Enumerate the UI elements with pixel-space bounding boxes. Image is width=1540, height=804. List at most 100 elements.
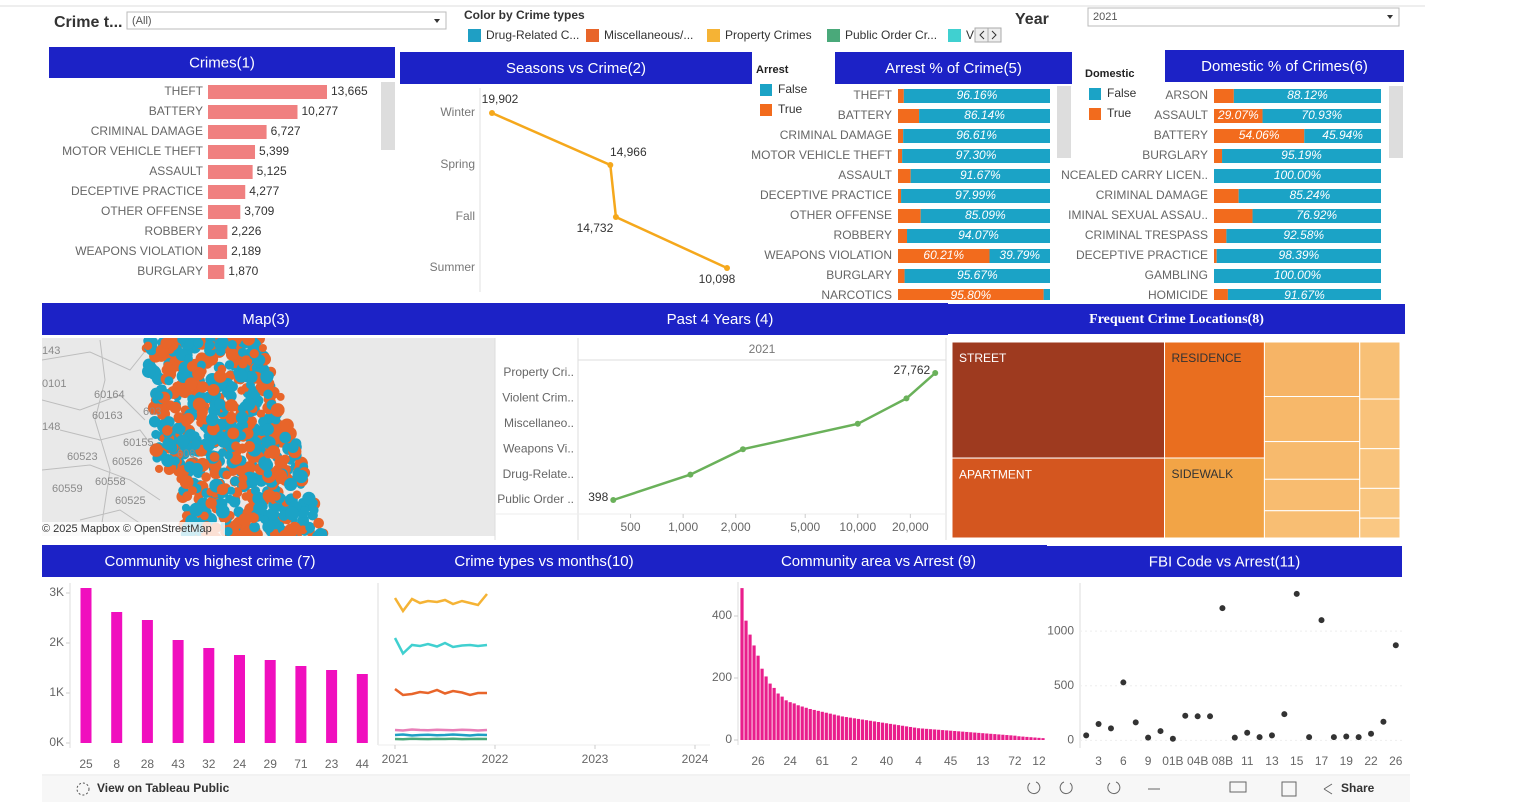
bar	[832, 714, 836, 740]
category-label: BATTERY	[1154, 128, 1208, 142]
x-tick-label: 01B	[1162, 754, 1183, 768]
legend-label: Miscellaneous/...	[604, 28, 693, 42]
x-tick-label: 45	[944, 754, 958, 768]
year-dropdown[interactable]	[1087, 7, 1400, 27]
title-bar	[42, 545, 378, 577]
toolbar-icons[interactable]	[1027, 781, 1333, 797]
bar-segment	[1214, 169, 1381, 183]
point	[1157, 728, 1164, 735]
map-point	[314, 527, 328, 536]
value-label: 85.09%	[965, 208, 1006, 222]
map-point	[155, 391, 164, 401]
bar	[776, 693, 780, 740]
map-point	[218, 448, 227, 457]
scrollbar	[381, 82, 395, 150]
map-point	[190, 439, 201, 450]
legend-swatch	[586, 29, 599, 42]
bar	[848, 717, 852, 740]
point	[1380, 718, 1387, 725]
category-label: Miscellaneo..	[504, 416, 574, 430]
crime-type-dropdown[interactable]	[126, 11, 447, 30]
map-point	[284, 477, 298, 492]
map-point	[244, 370, 258, 384]
map-point	[173, 414, 183, 424]
bar	[234, 655, 245, 743]
point	[687, 471, 694, 478]
y-tick-label: 200	[712, 670, 732, 684]
category-label: BURGLARY	[826, 268, 892, 282]
map-point	[189, 502, 203, 517]
zip-label: 60155	[123, 437, 154, 449]
bar	[953, 731, 957, 740]
treemap-cell	[1263, 510, 1361, 539]
point	[1107, 725, 1114, 732]
bar	[920, 728, 925, 740]
bar	[904, 726, 909, 740]
point	[1219, 605, 1226, 612]
map-point	[227, 340, 237, 350]
x-tick-label: 44	[356, 757, 370, 771]
value-label: 97.99%	[955, 188, 996, 202]
bar	[748, 634, 752, 740]
cell-label: STREET	[959, 351, 1007, 365]
panel-title: Domestic % of Crimes(6)	[1201, 58, 1368, 75]
cell-label: APARTMENT	[959, 467, 1033, 481]
panel-title: Past 4 Years (4)	[667, 311, 774, 328]
category-label: GAMBLING	[1145, 268, 1208, 282]
point	[739, 446, 746, 453]
legend-next[interactable]	[987, 27, 1002, 43]
point	[1182, 712, 1189, 719]
map-point	[283, 524, 298, 536]
bar	[1005, 735, 1009, 740]
bar-segment	[898, 189, 902, 203]
panel-title: Arrest % of Crime(5)	[885, 60, 1022, 77]
view-link[interactable]: View on Tableau Public	[97, 781, 230, 795]
map-attribution: © 2025 Mapbox © OpenStreetMap	[42, 523, 212, 535]
map-point	[179, 475, 194, 489]
category-label: CRIMINAL TRESPASS	[1085, 228, 1208, 242]
category-label: Spring	[440, 157, 475, 171]
share-button[interactable]: Share	[1341, 781, 1375, 795]
cell-label: SIDEWALK	[1172, 467, 1234, 481]
map-point	[217, 435, 230, 448]
x-tick-label: 1,000	[668, 520, 698, 534]
value-label: 70.93%	[1301, 108, 1342, 122]
bar	[973, 732, 977, 740]
map-point	[280, 418, 294, 433]
map-point	[217, 338, 229, 348]
bar	[993, 734, 997, 740]
legend-label: Drug-Related C...	[486, 28, 579, 42]
map-point	[169, 401, 182, 414]
legend-prev[interactable]	[974, 27, 989, 43]
x-tick-label: 29	[264, 757, 278, 771]
x-tick-label: 8	[113, 757, 120, 771]
map-point	[183, 492, 192, 501]
bar	[356, 674, 368, 743]
category-label: DECEPTIVE PRACTICE	[1076, 248, 1208, 262]
value-label: 6,727	[271, 124, 301, 138]
legend-label: Public Order Cr...	[845, 28, 937, 42]
map-point	[205, 413, 219, 427]
bar	[295, 666, 307, 743]
line	[394, 733, 488, 737]
bar-segment	[903, 129, 1050, 143]
title-bar	[495, 303, 948, 335]
map-point	[270, 403, 285, 417]
cell-label: RESIDENCE	[1172, 351, 1242, 365]
map-point	[201, 472, 211, 482]
point	[1392, 642, 1399, 649]
treemap-cell	[1359, 487, 1401, 519]
value-label: 95.19%	[1281, 148, 1322, 162]
map-point	[184, 354, 193, 363]
map-point	[193, 338, 204, 349]
value-label: 2,226	[231, 224, 261, 238]
map-point	[184, 377, 198, 391]
category-label: DECEPTIVE PRACTICE	[760, 188, 892, 202]
bar-segment	[1214, 229, 1227, 243]
legend-swatch	[760, 84, 772, 96]
x-tick-label: 6	[1120, 754, 1127, 768]
bar	[896, 725, 901, 740]
point	[1231, 734, 1238, 741]
zip-label: 143	[42, 345, 60, 357]
x-tick-label: 26	[751, 754, 765, 768]
